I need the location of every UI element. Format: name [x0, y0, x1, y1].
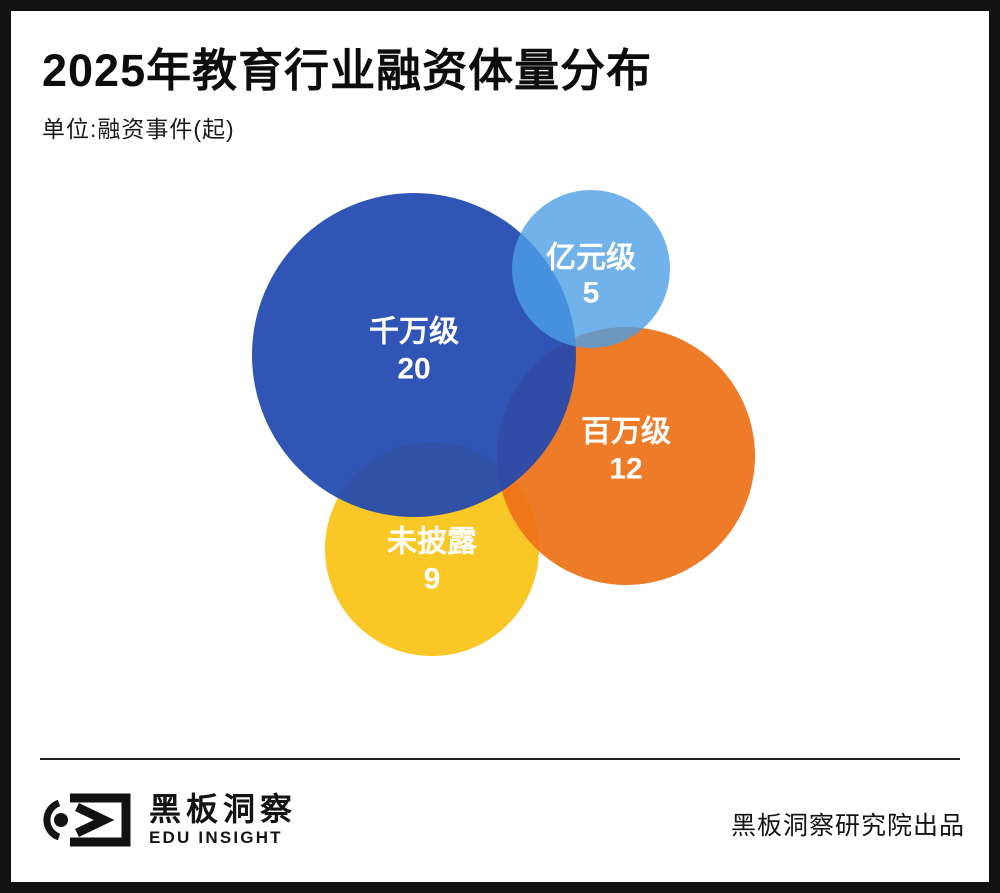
bubble-value-label-undisclosed: 9 [424, 563, 441, 596]
bubble-ten-million: 千万级 20 [252, 193, 576, 517]
bubble-category-label-million: 百万级 [581, 416, 671, 449]
eye-logo-icon [43, 793, 131, 847]
brand-name-cn: 黑板洞察 [149, 791, 298, 828]
bubble-circle-yi-yuan [512, 190, 670, 348]
bubble-value-label-million: 12 [609, 453, 642, 486]
brand-lockup: 黑板洞察 EDU INSIGHT [40, 789, 297, 851]
bubble-circle-ten-million [252, 193, 576, 517]
unit-label: 单位:融资事件(起) [42, 116, 235, 142]
footer-divider [40, 758, 960, 760]
bubble-category-label-ten-million: 千万级 [369, 316, 459, 349]
bubble-category-label-undisclosed: 未披露 [387, 526, 478, 559]
brand-name-en: EDU INSIGHT [149, 828, 283, 848]
bubble-category-label-yi-yuan: 亿元级 [546, 242, 636, 275]
credit-text: 黑板洞察研究院出品 [730, 812, 965, 840]
bubble-value-label-yi-yuan: 5 [583, 277, 600, 310]
page-title: 2025年教育行业融资体量分布 [42, 45, 653, 96]
bubble-value-label-ten-million: 20 [397, 353, 430, 386]
